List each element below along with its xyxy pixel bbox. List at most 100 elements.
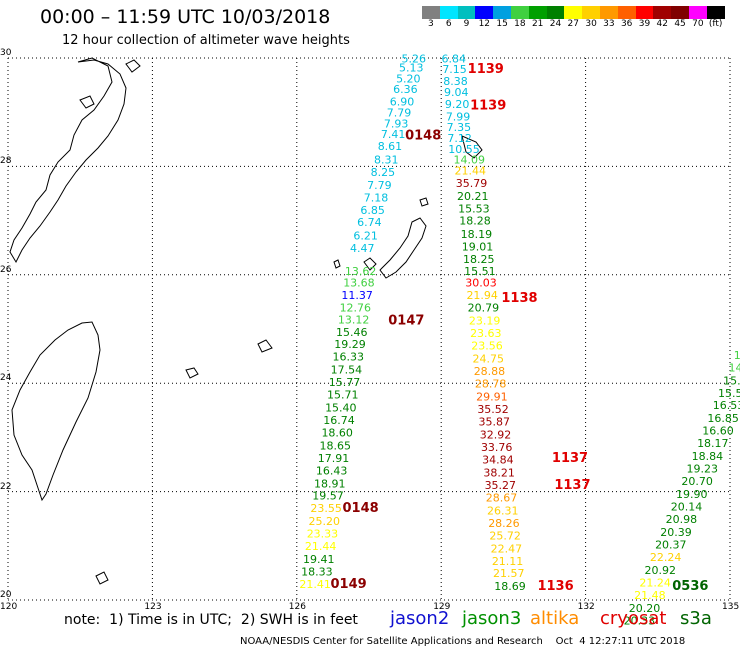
color-swatch (599, 6, 618, 19)
east-track-value: 16.60 (702, 425, 734, 438)
ascending-track-value: 19.41 (303, 553, 335, 566)
descending-track-value: 21.11 (492, 555, 524, 568)
color-scale-label: 70 (692, 19, 704, 29)
cyan-track-value: 6.90 (390, 96, 415, 109)
ascending-track-value: 25.20 (309, 515, 341, 528)
ascending-track-value: 17.54 (331, 363, 363, 376)
color-scale-label: 3 (428, 19, 434, 29)
cyan-track-value: 6.36 (393, 83, 418, 96)
island-5 (185, 367, 199, 379)
east-track-value: 16.85 (707, 412, 739, 425)
descending-track-value: 23.63 (470, 327, 502, 340)
lat-tick-label: 20 (0, 590, 12, 600)
descending-track-value: 35.52 (477, 403, 509, 416)
ascending-track-value: 21.41 (299, 578, 331, 591)
lon-tick-label: 123 (144, 602, 162, 612)
color-swatch (439, 6, 458, 19)
time-tag: 0536 (672, 579, 708, 594)
color-scale-label: 39 (638, 19, 651, 29)
ascending-track-value: 15.77 (329, 376, 361, 389)
east-track-value: 20.70 (681, 475, 713, 488)
east-track-value: 21.48 (634, 589, 666, 602)
time-tag: 1139 (468, 62, 504, 77)
descending-track-value: 21.94 (466, 289, 498, 302)
descending-track-value: 26.31 (487, 504, 518, 517)
descending-track-value: 18.19 (461, 228, 493, 241)
ascending-track-value: 18.65 (320, 439, 352, 452)
color-swatch (617, 6, 636, 19)
ascending-track-value: 15.40 (325, 401, 357, 414)
color-scale-label: 21 (531, 19, 544, 29)
legend-jason2: jason2 (390, 608, 450, 629)
color-scale-label: 30 (585, 19, 597, 29)
footer-note: note: 1) Time is in UTC; 2) SWH is in fe… (64, 612, 358, 628)
descending-track-value: 18.28 (459, 214, 491, 227)
cyan-track2-value: 9.20 (445, 98, 470, 111)
east-track-value: 19.23 (687, 463, 719, 476)
cyan-track2-value: 7.35 (447, 121, 472, 134)
cyan-track-value: 5.20 (396, 72, 421, 85)
cyan-track-value: 6.21 (353, 230, 378, 243)
ascending-track-value: 16.74 (323, 414, 355, 427)
color-scale-labels: 3 6 9 12 15 18 21 24 27 30 33 36 39 42 45 70 (ft) (422, 19, 725, 29)
time-tag: 0148 (405, 128, 441, 143)
color-scale-label: 24 (549, 19, 562, 29)
island-7 (419, 197, 429, 207)
time-tag: 1138 (501, 291, 537, 306)
descending-track-value: 14.09 (453, 154, 485, 167)
east-track-value: 20.37 (655, 539, 687, 552)
island-2 (79, 95, 95, 109)
east-track-value: 15.50 (718, 387, 740, 400)
island-3 (363, 257, 377, 271)
east-track-value: 21.24 (639, 576, 671, 589)
descending-track-value: 15.51 (464, 265, 496, 278)
descending-track-value: 34.84 (482, 453, 513, 466)
color-scale-swatches (422, 6, 725, 19)
amami-coast (461, 135, 483, 159)
east-track-value: 18.17 (697, 437, 729, 450)
descending-track-value: 22.47 (491, 542, 523, 555)
east-track-value: 22.24 (650, 551, 682, 564)
lat-tick-label: 22 (0, 481, 12, 492)
ascending-track-value: 16.33 (332, 350, 364, 363)
lon-tick-label: 126 (288, 602, 306, 612)
cyan-track-value: 5.13 (399, 62, 424, 75)
color-swatch (706, 6, 725, 19)
cyan-track-value: 5.26 (402, 52, 427, 65)
descending-track-value: 21.57 (493, 567, 525, 580)
east-track-value: 20.20 (629, 602, 661, 615)
descending-track-value: 28.26 (488, 517, 520, 530)
descending-track-value: 29.91 (476, 391, 508, 404)
ascending-track-value: 13.12 (338, 314, 370, 327)
lon-tick-label: 129 (433, 602, 451, 612)
color-scale-label: (ft) (708, 19, 723, 29)
descending-track-value: 18.25 (463, 253, 495, 266)
cyan-track-value: 7.41 (381, 128, 406, 141)
cyan-track2-value: 10.55 (448, 143, 480, 156)
cyan-track-value: 6.85 (360, 204, 385, 217)
legend-cryosat: cryosat (600, 608, 667, 629)
lat-tick-label: 26 (0, 264, 12, 275)
kyushu-coast (9, 57, 127, 264)
color-swatch (635, 6, 654, 19)
east-track-value: 14. (734, 349, 740, 362)
east-track-value: 16.53 (713, 399, 740, 412)
okinawa-coast (379, 217, 427, 279)
legend-s3a: s3a (680, 608, 712, 629)
ascending-track-value: 18.60 (321, 426, 353, 439)
color-scale-label: 6 (445, 19, 452, 29)
east-track-value: 14. (729, 361, 740, 374)
time-tag: 0147 (388, 314, 424, 329)
color-scale-label: 42 (656, 19, 668, 29)
ascending-track-value: 23.55 (310, 502, 342, 515)
color-swatch (653, 6, 672, 19)
time-tag: 1137 (552, 451, 588, 466)
legend-altika: altika (530, 608, 580, 629)
ascending-track-value: 23.33 (307, 528, 339, 541)
descending-track-value: 19.01 (462, 240, 494, 253)
time-tag: 0149 (330, 577, 366, 592)
descending-track-value: 32.92 (480, 428, 512, 441)
lat-tick-label: 28 (0, 156, 12, 167)
cyan-track-value: 4.47 (350, 242, 375, 255)
east-track-value: 20.33 (624, 614, 656, 627)
